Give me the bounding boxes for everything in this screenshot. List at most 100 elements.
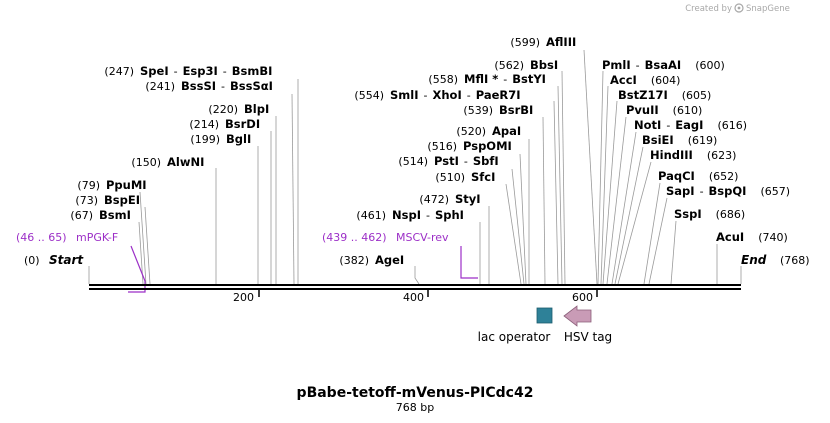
enzyme-name: SphI xyxy=(435,208,464,222)
leader-paer7i xyxy=(553,100,559,285)
primer-name: MSCV-rev xyxy=(396,231,449,244)
site-separator: - xyxy=(174,65,178,78)
enzyme-name: HindIII xyxy=(650,148,693,162)
site-position: (610) xyxy=(673,104,703,117)
restriction-site-blpi[interactable]: BlpI (220) xyxy=(208,102,269,116)
restriction-site-nspi[interactable]: NspI - SphI (461) xyxy=(356,208,464,222)
site-position: (247) xyxy=(104,65,134,78)
enzyme-name: BspEI xyxy=(104,193,140,207)
restriction-site-pspomi[interactable]: PspOMI (516) xyxy=(427,139,511,153)
restriction-site-smli[interactable]: SmlI - XhoI - PaeR7I(554) xyxy=(354,88,520,102)
site-position: (558) xyxy=(428,73,458,86)
site-position: (472) xyxy=(419,193,449,206)
leader-hindiii xyxy=(617,161,652,285)
primer-mpgk-f[interactable]: (46 .. 65) mPGK-F xyxy=(16,231,118,244)
site-separator: - xyxy=(700,185,704,198)
restriction-site-afliii[interactable]: AflIII (599) xyxy=(510,35,576,49)
restriction-site-bstz17i[interactable]: BstZ17I (605) xyxy=(618,88,711,102)
enzyme-name: MflI * xyxy=(464,72,498,86)
restriction-site-sfci[interactable]: SfcI (510) xyxy=(435,170,495,184)
restriction-site-sapi[interactable]: SapI - BspQI (657) xyxy=(666,184,790,198)
leader-bspei xyxy=(144,206,151,285)
enzyme-name: AflIII xyxy=(546,35,576,49)
restriction-site-pmli[interactable]: PmlI - BsaAI (600) xyxy=(602,58,725,72)
restriction-site-psti[interactable]: PstI - SbfI (514) xyxy=(398,154,498,168)
primer-mpgk-f-arrow xyxy=(128,245,146,293)
lac-operator-box[interactable] xyxy=(536,307,553,324)
enzyme-name: AccI xyxy=(610,73,637,87)
leader-paqci xyxy=(643,182,661,285)
leader-sbfi xyxy=(511,168,525,285)
plasmid-name: pBabe-tetoff-mVenus-PICdc42 xyxy=(297,385,534,401)
restriction-site-bbsi[interactable]: BbsI (562) xyxy=(494,58,558,72)
restriction-site-hindiii[interactable]: HindIII (623) xyxy=(650,148,736,162)
site-separator: - xyxy=(424,89,428,102)
enzyme-name: NotI xyxy=(634,118,661,132)
restriction-site-bgli[interactable]: BglI (199) xyxy=(190,132,251,146)
restriction-site-styi[interactable]: StyI (472) xyxy=(419,192,480,206)
site-position: (514) xyxy=(398,155,428,168)
restriction-site-bspei[interactable]: BspEI (73) xyxy=(75,193,140,207)
site-position: (605) xyxy=(682,89,712,102)
primer-markers xyxy=(128,245,478,293)
restriction-site-bsrdi[interactable]: BsrDI (214) xyxy=(189,117,260,131)
ruler-tick-label: 200 xyxy=(233,291,254,304)
site-position: (461) xyxy=(356,209,386,222)
site-position: (740) xyxy=(758,231,788,244)
restriction-site-bsrbi[interactable]: BsrBI (539) xyxy=(463,103,533,117)
leader-bsssi xyxy=(291,93,295,285)
restriction-site-sspi[interactable]: SspI (686) xyxy=(674,207,745,221)
leader-bbsi xyxy=(561,70,566,285)
end-label: End xyxy=(741,253,767,267)
site-position: (150) xyxy=(131,156,161,169)
site-position: (79) xyxy=(77,179,100,192)
site-position: (73) xyxy=(75,194,98,207)
restriction-site-bsiei[interactable]: BsiEI (619) xyxy=(642,133,717,147)
restriction-site-ppumi[interactable]: PpuMI (79) xyxy=(77,178,146,192)
restriction-site-bsmi[interactable]: BsmI (67) xyxy=(70,208,130,222)
site-position: (516) xyxy=(427,140,457,153)
restriction-site-acui[interactable]: AcuI (740) xyxy=(716,230,788,244)
enzyme-name: BsaAI xyxy=(645,58,682,72)
enzyme-name: BsrDI xyxy=(225,117,260,131)
enzyme-name: XhoI xyxy=(432,88,461,102)
enzyme-name: BssSI xyxy=(181,79,216,93)
site-position: (657) xyxy=(760,185,790,198)
hsv-tag-arrow[interactable] xyxy=(563,305,592,327)
enzyme-name: BsmBI xyxy=(232,64,273,78)
site-position: (67) xyxy=(70,209,93,222)
enzyme-name: PaqCI xyxy=(658,169,695,183)
enzyme-name: PaeR7I xyxy=(476,88,521,102)
restriction-site-paqci[interactable]: PaqCI (652) xyxy=(658,169,738,183)
restriction-site-mfli[interactable]: MflI * - BstYI (558) xyxy=(428,72,546,86)
enzyme-name: SmlI xyxy=(390,88,419,102)
site-separator: - xyxy=(223,65,227,78)
enzyme-name: BspQI xyxy=(709,184,747,198)
restriction-site-apai[interactable]: ApaI (520) xyxy=(456,124,521,138)
enzyme-name: BglI xyxy=(226,132,251,146)
enzyme-name: AlwNI xyxy=(167,155,204,169)
leader-bsrbi xyxy=(542,116,546,285)
site-position: (554) xyxy=(354,89,384,102)
enzyme-name: BsrBI xyxy=(499,103,533,117)
site-position: (600) xyxy=(695,59,725,72)
enzyme-name: NspI xyxy=(392,208,421,222)
sequence-start-label: (0) Start xyxy=(24,253,84,267)
enzyme-name: ApaI xyxy=(492,124,521,138)
restriction-site-alwni[interactable]: AlwNI (150) xyxy=(131,155,204,169)
site-separator: - xyxy=(467,89,471,102)
restriction-site-spei[interactable]: SpeI - Esp3I - BsmBI(247) xyxy=(104,64,272,78)
site-position: (599) xyxy=(510,36,540,49)
restriction-site-agei[interactable]: AgeI (382) xyxy=(339,253,404,267)
restriction-site-bsssi[interactable]: BssSI - BssSαI (241) xyxy=(145,79,273,93)
restriction-site-acci[interactable]: AccI (604) xyxy=(610,73,680,87)
restriction-site-noti[interactable]: NotI - EagI (616) xyxy=(634,118,747,132)
leader-bsaai xyxy=(597,70,604,285)
restriction-site-pvuii[interactable]: PvuII (610) xyxy=(626,103,702,117)
primer-mscv-rev[interactable]: (439 .. 462) MSCV-rev xyxy=(322,231,449,244)
backbone: 200 400 600 xyxy=(89,284,741,304)
feature-lac-operator[interactable]: lac operator xyxy=(478,307,553,344)
site-position: (510) xyxy=(435,171,465,184)
feature-hsv-tag[interactable]: HSV tag xyxy=(563,305,612,344)
enzyme-name: BlpI xyxy=(244,102,269,116)
